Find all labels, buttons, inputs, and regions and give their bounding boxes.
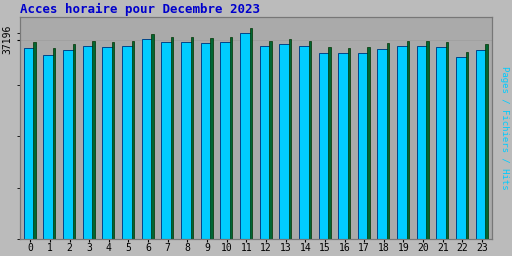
Bar [249, 28, 252, 239]
Bar [377, 49, 388, 239]
Bar [456, 57, 467, 239]
Bar [171, 37, 174, 239]
Bar [92, 41, 95, 239]
Bar [190, 37, 193, 239]
Bar [132, 41, 134, 239]
Bar [387, 43, 390, 239]
Bar [476, 50, 486, 239]
Bar [446, 42, 449, 239]
Bar [358, 53, 369, 239]
Bar [161, 42, 172, 239]
Bar [44, 55, 54, 239]
Bar [24, 48, 35, 239]
Bar [269, 41, 271, 239]
Bar [465, 51, 468, 239]
Bar [152, 35, 154, 239]
Bar [122, 46, 133, 239]
Bar [299, 46, 310, 239]
Bar [230, 37, 232, 239]
Bar [53, 48, 55, 239]
Bar [112, 42, 114, 239]
Bar [426, 41, 429, 239]
Bar [210, 38, 212, 239]
Bar [417, 46, 428, 239]
Bar [102, 47, 113, 239]
Bar [260, 46, 270, 239]
Bar [220, 42, 231, 239]
Bar [63, 50, 74, 239]
Y-axis label: Pages / Fichiers / Hits: Pages / Fichiers / Hits [500, 66, 509, 190]
Bar [338, 53, 349, 239]
Bar [201, 43, 211, 239]
Bar [181, 42, 192, 239]
Bar [240, 34, 251, 239]
Bar [142, 39, 153, 239]
Bar [289, 39, 291, 239]
Bar [33, 42, 36, 239]
Bar [368, 47, 370, 239]
Bar [328, 47, 331, 239]
Bar [436, 47, 447, 239]
Bar [397, 46, 408, 239]
Bar [279, 44, 290, 239]
Bar [348, 48, 350, 239]
Text: Acces horaire pour Decembre 2023: Acces horaire pour Decembre 2023 [20, 3, 261, 16]
Bar [309, 41, 311, 239]
Bar [83, 46, 94, 239]
Bar [485, 44, 487, 239]
Bar [407, 41, 409, 239]
Bar [318, 53, 329, 239]
Bar [73, 44, 75, 239]
